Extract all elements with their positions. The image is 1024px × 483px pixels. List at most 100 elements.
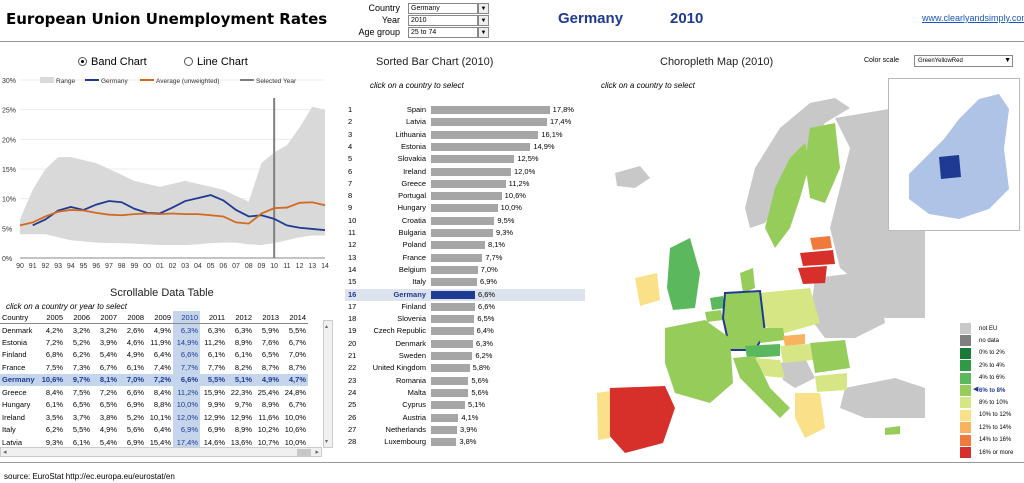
table-cell[interactable]: 4,7% (281, 373, 308, 386)
table-cell[interactable]: 8,9% (234, 425, 252, 435)
table-cell[interactable]: 7,0% (119, 373, 146, 386)
table-cell[interactable]: 6,5% (261, 350, 279, 360)
table-cell[interactable]: 12,9% (203, 412, 225, 422)
website-link[interactable]: www.clearlyandsimply.com (922, 13, 1024, 23)
x-tick-label[interactable]: 14 (321, 263, 329, 270)
table-row[interactable]: Estonia 7,2% 5,2% 3,9% 4,6% 11,9% 14,9% 11,2% 8,… (0, 336, 308, 349)
bar[interactable] (431, 118, 547, 127)
table-cell[interactable]: 7,4% (153, 362, 171, 372)
table-cell[interactable]: 6,7% (288, 337, 306, 347)
table-cell[interactable]: 8,7% (288, 362, 306, 372)
table-cell[interactable]: 7,6% (261, 337, 279, 347)
table-cell[interactable]: 6,3% (173, 323, 200, 336)
vertical-scrollbar[interactable]: ▴ ▾ (323, 320, 333, 448)
table-cell[interactable]: 25,4% (257, 387, 279, 397)
x-tick-label[interactable]: 96 (92, 263, 100, 270)
bar-category-label[interactable]: Austria (402, 412, 426, 422)
table-cell[interactable]: 9,3% (45, 437, 63, 447)
scroll-left-icon[interactable]: ◂ (3, 449, 7, 456)
table-cell[interactable]: 5,2% (72, 337, 90, 347)
bar[interactable] (431, 438, 457, 447)
table-cell[interactable]: 3,9% (99, 337, 117, 347)
table-cell[interactable]: 3,8% (99, 412, 117, 422)
table-cell[interactable]: 10,0% (173, 398, 200, 411)
band-chart-radio[interactable]: Band Chart (78, 56, 147, 68)
table-cell[interactable]: 7,7% (207, 362, 225, 372)
table-row[interactable]: Finland 6,8% 6,2% 5,4% 4,9% 6,4% 6,6% 6,1% 6,1% 6… (0, 348, 308, 361)
x-tick-label[interactable]: 04 (194, 263, 202, 270)
choropleth-map[interactable] (595, 88, 925, 458)
bar-row[interactable]: 25 Cyprus 5,1% (345, 399, 585, 411)
table-cell[interactable]: 6,4% (153, 350, 171, 360)
table-cell[interactable]: 6,8% (45, 350, 63, 360)
bar[interactable] (431, 265, 478, 274)
table-cell[interactable]: 6,5% (72, 400, 90, 410)
bar-row[interactable]: 7 Greece 11,2% (345, 178, 585, 190)
bar-row[interactable]: 14 Belgium 7,0% (345, 264, 585, 276)
x-tick-label[interactable]: 00 (143, 263, 151, 270)
table-cell[interactable]: 5,4% (99, 437, 117, 447)
table-cell[interactable]: 4,9% (254, 373, 281, 386)
table-cell[interactable]: 24,8% (284, 387, 306, 397)
column-header[interactable]: Country (0, 311, 38, 324)
table-row[interactable]: Germany 10,6% 9,7% 8,1% 7,0% 7,2% 6,6% 5,5% 5,1%… (0, 373, 308, 386)
bar-category-label[interactable]: Finland (401, 301, 426, 311)
table-cell[interactable]: Italy (2, 425, 16, 435)
table-cell[interactable]: 7,2% (99, 387, 117, 397)
color-scale-dropdown[interactable]: GreenYellowRed ▼ (914, 55, 1013, 67)
table-cell[interactable]: 15,9% (203, 387, 225, 397)
table-cell[interactable]: 17,4% (173, 436, 200, 449)
table-cell[interactable]: 5,5% (72, 425, 90, 435)
bar-row[interactable]: 28 Luxembourg 3,8% (345, 436, 585, 448)
column-header[interactable]: 2011 (200, 311, 227, 324)
bar[interactable] (431, 229, 493, 237)
table-cell[interactable]: Germany (0, 373, 38, 386)
bar-category-label[interactable]: Czech Republic (373, 326, 426, 336)
table-cell[interactable]: 6,4% (153, 425, 171, 435)
table-cell[interactable]: 4,9% (153, 325, 171, 335)
bar-row[interactable]: 16 Germany 6,6% (345, 288, 585, 301)
table-cell[interactable]: 9,7% (234, 400, 252, 410)
scroll-down-icon[interactable]: ▾ (325, 439, 329, 445)
table-cell[interactable]: 10,2% (257, 425, 279, 435)
table-cell[interactable]: 6,9% (173, 423, 200, 436)
bar-category-label[interactable]: Germany (393, 289, 426, 299)
bar[interactable] (431, 216, 495, 225)
bar[interactable] (431, 142, 531, 151)
table-row[interactable]: Latvia 9,3% 6,1% 5,4% 6,9% 15,4% 17,4% 14,6% 13,… (0, 436, 308, 449)
table-cell[interactable]: 11,2% (204, 337, 225, 347)
table-cell[interactable]: Latvia (2, 437, 23, 447)
bar[interactable] (431, 339, 473, 348)
bar-row[interactable]: 6 Ireland 12,0% (345, 166, 585, 178)
bar[interactable] (431, 204, 498, 213)
bar-category-label[interactable]: Luxembourg (384, 437, 426, 447)
table-cell[interactable]: 9,7% (65, 373, 92, 386)
x-tick-label[interactable]: 92 (42, 263, 50, 270)
table-row[interactable]: France 7,5% 7,3% 6,7% 6,1% 7,4% 7,7% 7,7% 8,2% 8,… (0, 361, 308, 374)
bar-category-label[interactable]: Spain (406, 105, 426, 114)
scroll-right-icon[interactable]: ▸ (315, 449, 319, 456)
x-tick-label[interactable]: 10 (270, 263, 278, 270)
table-row[interactable]: Italy 6,2% 5,5% 4,9% 5,6% 6,4% 6,9% 6,9% 8,9% 10,… (0, 423, 308, 436)
bar-row[interactable]: 12 Poland 8,1% (345, 239, 585, 251)
table-cell[interactable]: 6,3% (234, 325, 252, 335)
bar-row[interactable]: 24 Malta 5,6% (345, 387, 585, 399)
bar[interactable] (431, 253, 483, 262)
bar-category-label[interactable]: Croatia (401, 215, 426, 225)
table-cell[interactable]: 5,1% (227, 373, 254, 386)
bar[interactable] (431, 290, 475, 299)
bar-row[interactable]: 4 Estonia 14,9% (345, 141, 585, 153)
bar-category-label[interactable]: Lithuania (395, 129, 426, 139)
table-cell[interactable]: Ireland (2, 412, 25, 422)
table-cell[interactable]: 11,6% (258, 412, 279, 422)
bar-row[interactable]: 23 Romania 5,6% (345, 375, 585, 387)
x-tick-label[interactable]: 97 (105, 263, 113, 270)
bar-row[interactable]: 8 Portugal 10,6% (345, 190, 585, 202)
table-cell[interactable]: 12,0% (173, 411, 200, 424)
table-cell[interactable]: 8,7% (261, 362, 279, 372)
table-cell[interactable]: 10,0% (284, 437, 306, 447)
table-cell[interactable]: 5,6% (126, 425, 144, 435)
x-tick-label[interactable]: 06 (219, 263, 227, 270)
table-cell[interactable]: 10,6% (38, 373, 65, 386)
table-cell[interactable]: 6,1% (207, 350, 225, 360)
